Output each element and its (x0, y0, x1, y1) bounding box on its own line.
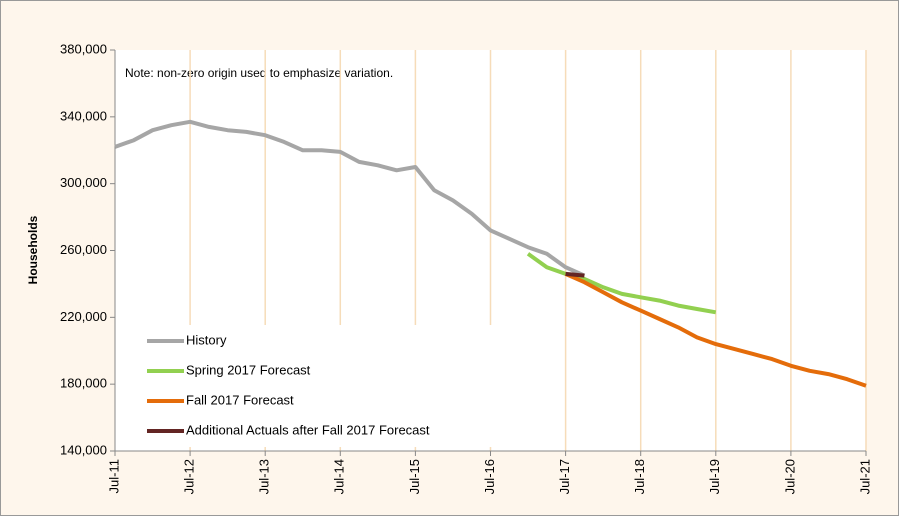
x-tick-label: Jul-17 (557, 459, 572, 494)
y-tick-label: 260,000 (60, 242, 107, 257)
y-tick-label: 380,000 (60, 41, 107, 56)
y-tick-label: 300,000 (60, 175, 107, 190)
x-tick-label: Jul-11 (106, 459, 121, 493)
x-tick-label: Jul-19 (707, 459, 722, 494)
series-line (526, 252, 717, 315)
x-tick-label: Jul-12 (182, 459, 197, 494)
y-tick-label: 180,000 (60, 376, 107, 391)
x-tick-label: Jul-16 (482, 459, 497, 494)
legend-label: Fall 2017 Forecast (186, 392, 294, 407)
legend-label: Additional Actuals after Fall 2017 Forec… (186, 422, 430, 437)
x-tick-label: Jul-15 (407, 459, 422, 494)
legend-label: Spring 2017 Forecast (186, 362, 311, 377)
y-tick-label: 220,000 (60, 309, 107, 324)
series-line (564, 272, 867, 388)
x-tick-label: Jul-13 (257, 459, 272, 494)
legend-box (130, 325, 535, 447)
y-axis-label: Households (26, 215, 40, 284)
x-tick-label: Jul-20 (782, 459, 797, 494)
legend: History Spring 2017 Forecast Fall 2017 For… (130, 325, 535, 447)
x-tick-label: Jul-14 (332, 459, 347, 494)
x-tick-label: Jul-21 (857, 459, 872, 494)
y-tick-label: 340,000 (60, 108, 107, 123)
series-line (565, 271, 585, 278)
y-tick-label: 140,000 (60, 442, 107, 457)
annotation: Note: non-zero origin used to emphasize … (125, 66, 393, 80)
series-line (114, 119, 586, 278)
legend-label: History (186, 332, 227, 347)
x-tick-label: Jul-18 (632, 459, 647, 494)
